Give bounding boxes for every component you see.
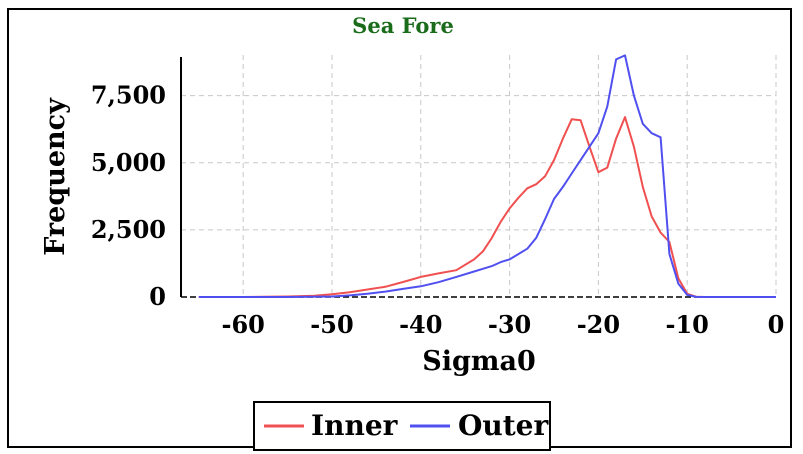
y-tick-label: 7,500 <box>91 81 166 110</box>
series-line-inner <box>198 116 776 298</box>
y-tick-label: 0 <box>149 282 166 311</box>
series <box>198 54 776 298</box>
x-tick-label: -50 <box>310 310 353 339</box>
legend-label-outer: Outer <box>458 409 549 442</box>
grid <box>181 55 777 298</box>
legend: Inner Outer <box>253 401 551 451</box>
y-tick-labels: 0 2,500 5,000 7,500 <box>91 81 166 311</box>
x-tick-label: -20 <box>577 310 620 339</box>
series-line-outer <box>198 54 776 298</box>
x-tick-label: 0 <box>768 310 785 339</box>
y-tick-label: 5,000 <box>91 148 166 177</box>
x-tick-label: -10 <box>666 310 709 339</box>
x-tick-labels: -60 -50 -40 -30 -20 -10 0 <box>221 310 784 339</box>
y-axis-label: Frequency <box>40 97 71 256</box>
y-tick-label: 2,500 <box>91 215 166 244</box>
chart-title: Sea Fore <box>352 13 454 38</box>
x-tick-label: -30 <box>488 310 531 339</box>
x-tick-label: -40 <box>399 310 442 339</box>
x-axis-label: Sigma0 <box>422 346 535 377</box>
legend-label-inner: Inner <box>311 409 399 442</box>
x-tick-label: -60 <box>221 310 264 339</box>
